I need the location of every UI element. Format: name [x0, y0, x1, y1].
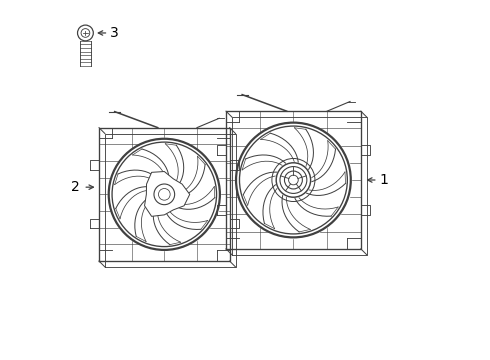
Text: 1: 1 [380, 173, 389, 187]
Polygon shape [145, 171, 190, 216]
Text: 2: 2 [71, 180, 80, 194]
Circle shape [276, 163, 311, 197]
Circle shape [147, 178, 181, 211]
Text: 3: 3 [110, 26, 119, 40]
Circle shape [77, 25, 93, 41]
